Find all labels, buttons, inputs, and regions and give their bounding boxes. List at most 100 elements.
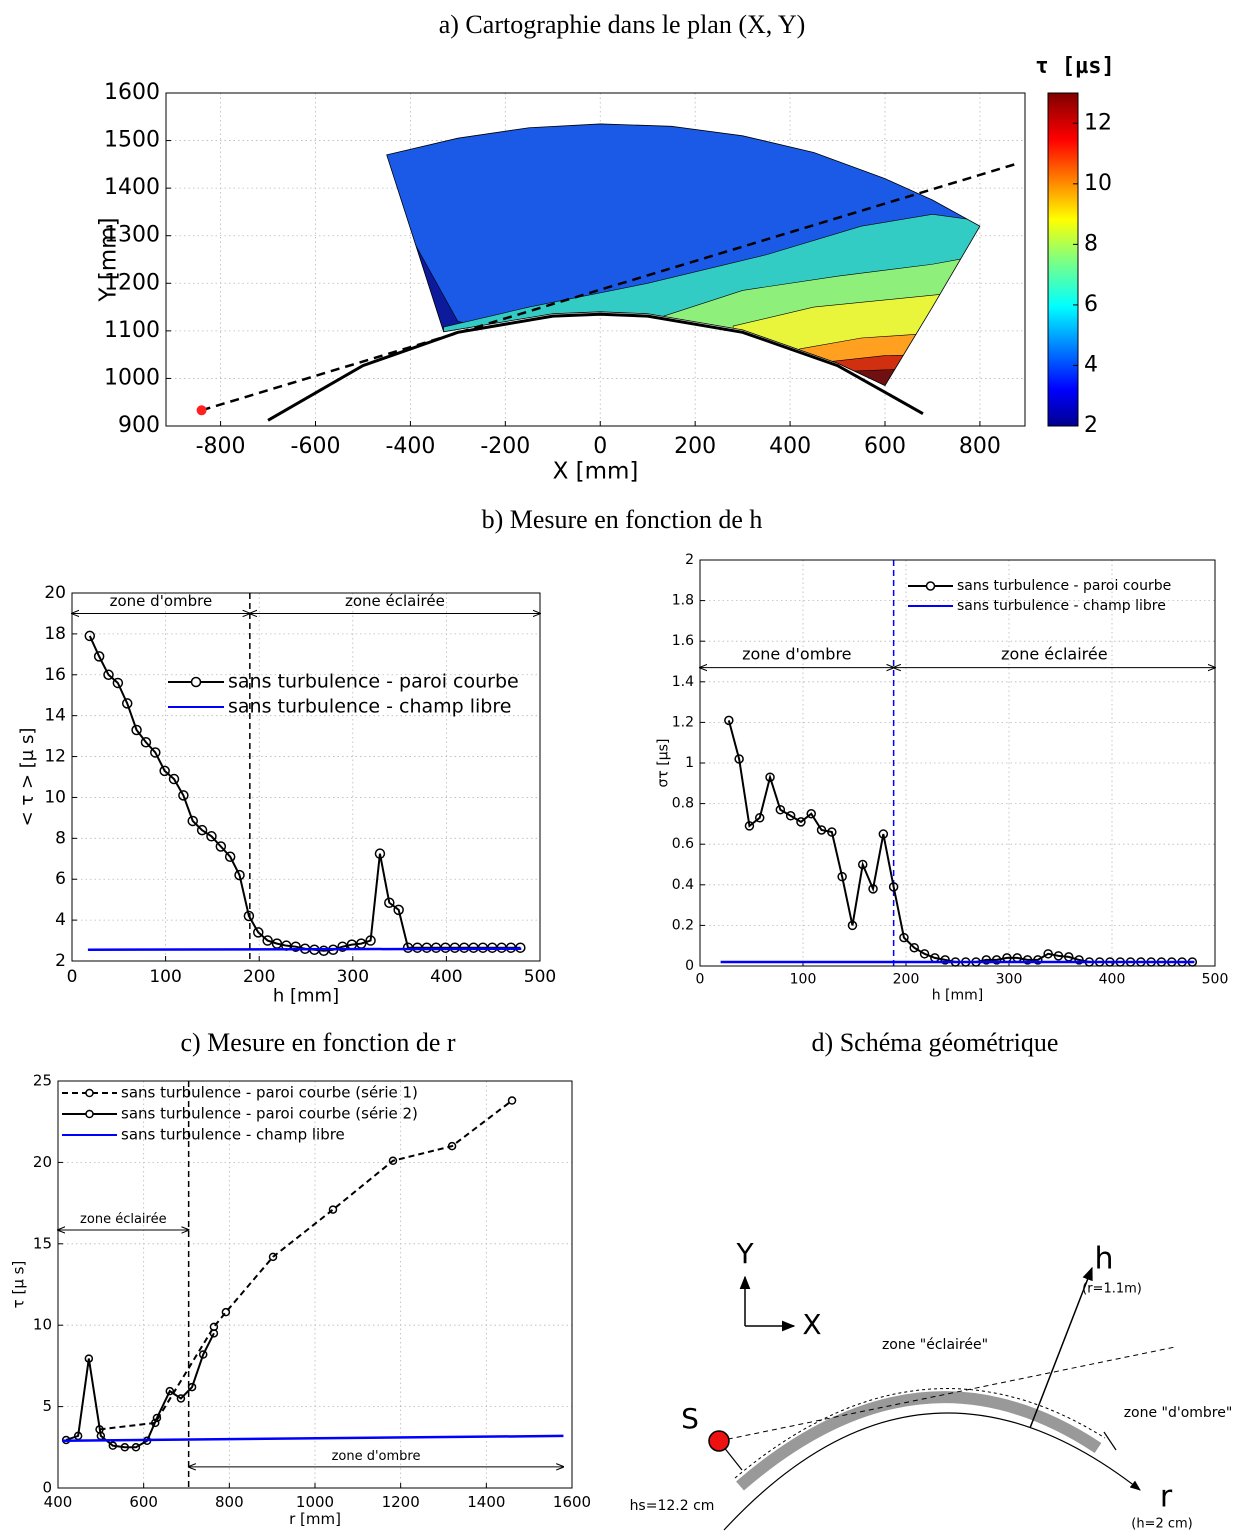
data-point (744, 821, 755, 831)
y-tick-label: 15 (33, 1234, 52, 1252)
h-arrow (1029, 1266, 1093, 1429)
data-point (940, 955, 950, 965)
y-tick-label: 8 (55, 828, 66, 848)
wall (267, 312, 924, 422)
x-tick-label: 1200 (382, 1493, 420, 1511)
x-tick-label: 800 (215, 1493, 244, 1511)
hs-label: hs=12.2 cm (630, 1498, 715, 1514)
data-point (837, 871, 847, 882)
data-point (159, 765, 170, 777)
y-tick-label: 20 (44, 583, 66, 603)
data-point (253, 927, 264, 938)
y-tick-label: 1600 (104, 80, 160, 105)
x-tick-label: 200 (674, 434, 716, 459)
data-point (909, 942, 919, 953)
y-tick-label: 12 (44, 747, 66, 767)
data-point (165, 1386, 175, 1396)
y-axis-label: στ [µs] (656, 739, 672, 788)
data-point (507, 1096, 517, 1105)
data-point (221, 1307, 231, 1317)
data-point (108, 1441, 118, 1450)
x-axis-label: X [mm] (553, 459, 639, 485)
x-tick-label: 0 (593, 434, 607, 459)
legend-marker (925, 581, 936, 591)
y-tick-label: 1300 (104, 223, 160, 248)
data-point (290, 941, 301, 952)
x-tick-label: 500 (1202, 971, 1229, 987)
x-tick-label: 0 (67, 967, 78, 987)
data-point (234, 869, 245, 881)
data-point (991, 955, 1002, 965)
h-label: h (1094, 1242, 1113, 1277)
diagram: Y X S hs=12.2 cm h (r=1.1m) zone "éclair… (630, 1237, 1233, 1532)
lit-zone: zone "éclairée" (882, 1337, 988, 1353)
colorbar-tick-label: 6 (1084, 292, 1098, 317)
legend-marker (190, 676, 202, 688)
zone-label: zone d'ombre (742, 644, 851, 663)
data-point (103, 669, 114, 681)
data-point (93, 651, 105, 662)
x-tick-label: -400 (385, 434, 435, 459)
data-point (168, 773, 180, 785)
x-tick-label: -800 (196, 434, 246, 459)
data-point (268, 1252, 278, 1262)
tangent-ray (718, 1346, 1176, 1442)
y-tick-label: 1.4 (672, 674, 694, 690)
y-tick-label: 0 (685, 958, 694, 974)
zone-label: zone éclairée (80, 1212, 167, 1227)
x-tick-label: -200 (480, 434, 530, 459)
legend-label: sans turbulence - champ libre (228, 696, 511, 718)
x-tick-label: 600 (129, 1493, 158, 1511)
panel-a-title: a) Cartographie dans le plan (X, Y) (439, 10, 806, 39)
y-tick-label: 18 (44, 624, 66, 644)
y-tick-label: 1000 (104, 365, 160, 390)
data-point (120, 1443, 130, 1452)
series-line (65, 1332, 215, 1449)
y-tick-label: 16 (44, 665, 66, 685)
data-point (806, 809, 816, 819)
y-tick-label: 0.2 (672, 917, 694, 933)
zone-label: zone d'ombre (110, 592, 213, 610)
colorbar-tick-label: 10 (1084, 171, 1112, 196)
data-point (187, 1382, 197, 1392)
data-point (827, 827, 837, 837)
colorbar-label: τ [µs] (1035, 54, 1114, 79)
legend-label: sans turbulence - champ libre (121, 1126, 345, 1144)
data-point (131, 1443, 141, 1452)
x-tick-label: 800 (959, 434, 1001, 459)
x-tick-label: 100 (149, 967, 181, 987)
data-point (206, 831, 217, 842)
data-point (84, 630, 96, 642)
zone-label: zone éclairée (1001, 644, 1108, 663)
x-tick-label: 400 (1099, 971, 1126, 987)
data-point (384, 897, 395, 908)
plot-frame (165, 92, 1026, 427)
plot-frame (699, 559, 1216, 967)
data-point (215, 841, 227, 852)
y-tick-label: 10 (44, 787, 66, 807)
plot-area (72, 593, 540, 961)
ray (201, 162, 1019, 412)
legend-marker (85, 1088, 94, 1098)
data-point (131, 724, 142, 736)
data-point (785, 811, 796, 821)
y-tick-label: 900 (118, 413, 160, 438)
legend-label: sans turbulence - paroi courbe (série 1) (121, 1084, 418, 1102)
data-point (878, 829, 889, 839)
y-tick-label: 25 (33, 1072, 52, 1090)
data-point (847, 920, 858, 931)
x-tick-label: 400 (44, 1493, 73, 1511)
data-point (981, 955, 992, 965)
y-axis-label: τ [µ s] (10, 1261, 28, 1309)
x-tick-label: 0 (696, 971, 705, 987)
y-tick-label: 5 (42, 1397, 52, 1415)
y-tick-label: 1400 (104, 175, 160, 200)
data-point (857, 859, 868, 870)
colorbar-tick-label: 4 (1084, 352, 1098, 377)
inner-curve (734, 1388, 1106, 1479)
y-tick-label: 1200 (104, 270, 160, 295)
source-point (196, 405, 207, 416)
data-point (765, 772, 775, 782)
panel-b-title: b) Mesure en fonction de h (482, 505, 763, 534)
data-point (796, 817, 806, 827)
